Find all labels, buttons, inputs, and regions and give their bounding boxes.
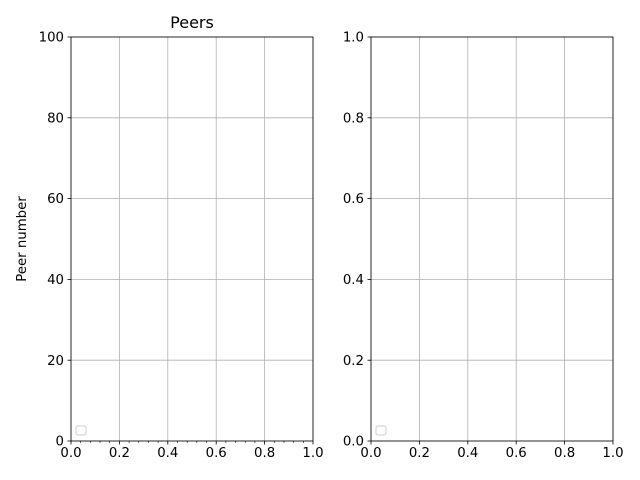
x-tick-label: 0.6 xyxy=(206,446,227,461)
y-tick-label: 0.8 xyxy=(343,111,364,126)
y-tick-label: 0 xyxy=(56,435,64,450)
y-tick-label: 0.0 xyxy=(343,435,364,450)
x-tick-label: 0.2 xyxy=(109,446,130,461)
x-tick-label: 0.6 xyxy=(506,446,527,461)
y-tick-label: 100 xyxy=(39,31,64,46)
axes-frame xyxy=(70,36,314,442)
y-tick-label: 1.0 xyxy=(343,31,364,46)
x-tick-label: 0.2 xyxy=(409,446,430,461)
y-tick-label: 80 xyxy=(47,111,64,126)
x-tick-label: 0.4 xyxy=(157,446,178,461)
y-tick-label: 0.4 xyxy=(343,273,364,288)
x-tick-label: 1.0 xyxy=(602,446,623,461)
chart-title: Peers xyxy=(170,13,214,32)
y-tick-label: 0.2 xyxy=(343,354,364,369)
x-tick-label: 0.8 xyxy=(554,446,575,461)
x-tick-label: 0.8 xyxy=(254,446,275,461)
axes-frame xyxy=(370,36,614,442)
chart-left: 0.0 0.2 0.4 0.6 0.8 1.0 0 20 40 60 80 100 Peers Peer … xyxy=(15,13,324,461)
x-tick-label: 0.0 xyxy=(60,446,81,461)
chart-right: 0.0 0.2 0.4 0.6 0.8 1.0 0.0 0.2 0.4 0.6 0.8 1.0 xyxy=(343,31,624,461)
y-tick-label: 60 xyxy=(47,192,64,207)
y-axis-label: Peer number xyxy=(15,196,30,282)
y-tick-label: 0.6 xyxy=(343,192,364,207)
x-tick-label: 0.4 xyxy=(457,446,478,461)
y-tick-label: 40 xyxy=(47,273,64,288)
legend-box xyxy=(375,425,387,436)
x-tick-label: 1.0 xyxy=(302,446,323,461)
legend-box xyxy=(75,425,87,436)
y-tick-label: 20 xyxy=(47,354,64,369)
x-tick-label: 0.0 xyxy=(360,446,381,461)
